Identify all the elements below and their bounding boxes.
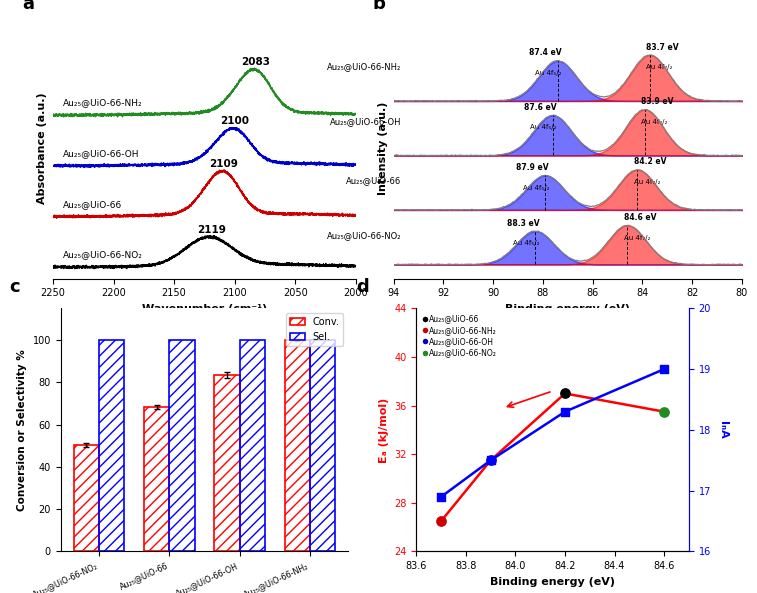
Text: Au₂₅@UiO-66-OH: Au₂₅@UiO-66-OH	[63, 149, 139, 158]
Text: Au 4f₅/₂: Au 4f₅/₂	[535, 70, 562, 76]
Text: Au 4f₅/₂: Au 4f₅/₂	[522, 184, 549, 191]
Point	[658, 407, 670, 416]
Y-axis label: Eₐ (kJ/mol): Eₐ (kJ/mol)	[378, 397, 388, 463]
Bar	[73, 445, 99, 551]
Bar	[214, 375, 239, 551]
Point	[435, 517, 447, 526]
Text: 83.7 eV: 83.7 eV	[646, 43, 679, 52]
Text: 83.9 eV: 83.9 eV	[641, 97, 674, 106]
Text: Au 4f₇/₂: Au 4f₇/₂	[641, 119, 668, 125]
Text: Au₂₅@UiO-66-NO₂: Au₂₅@UiO-66-NO₂	[63, 250, 142, 259]
Text: 87.4 eV: 87.4 eV	[529, 49, 562, 58]
Point	[559, 407, 571, 416]
Text: Au 4f₅/₂: Au 4f₅/₂	[530, 125, 556, 130]
Text: 84.6 eV: 84.6 eV	[624, 213, 656, 222]
Text: 2119: 2119	[198, 225, 226, 235]
Text: 2083: 2083	[241, 58, 269, 68]
Legend: Au₂₅@UiO-66, Au₂₅@UiO-66-NH₂, Au₂₅@UiO-66-OH, Au₂₅@UiO-66-NO₂: Au₂₅@UiO-66, Au₂₅@UiO-66-NH₂, Au₂₅@UiO-6…	[420, 312, 500, 359]
Text: Au₂₅@UiO-66-NH₂: Au₂₅@UiO-66-NH₂	[63, 98, 142, 107]
Text: Au₂₅@UiO-66: Au₂₅@UiO-66	[63, 200, 122, 209]
Text: Au₂₅@UiO-66-OH: Au₂₅@UiO-66-OH	[329, 117, 401, 126]
Point	[484, 455, 497, 465]
Text: Au₂₅@UiO-66-NH₂: Au₂₅@UiO-66-NH₂	[327, 62, 401, 71]
Point	[484, 455, 497, 465]
X-axis label: Binding energy (eV): Binding energy (eV)	[505, 304, 631, 314]
X-axis label: Binding energy (eV): Binding energy (eV)	[490, 577, 615, 586]
Y-axis label: IₙA: IₙA	[718, 421, 727, 439]
Text: 2109: 2109	[210, 159, 238, 169]
Bar	[239, 340, 265, 551]
Legend: Conv., Sel.: Conv., Sel.	[286, 313, 344, 346]
Point	[658, 364, 670, 374]
Text: Au 4f₇/₂: Au 4f₇/₂	[624, 235, 650, 241]
Bar	[170, 340, 195, 551]
Bar	[144, 407, 170, 551]
Text: 2100: 2100	[220, 116, 249, 126]
Bar	[285, 340, 310, 551]
X-axis label: Wavenumber (cm⁻¹): Wavenumber (cm⁻¹)	[142, 304, 267, 314]
Text: Au 4f₇/₂: Au 4f₇/₂	[646, 64, 672, 70]
Y-axis label: Absorbance (a.u.): Absorbance (a.u.)	[37, 93, 48, 204]
Text: Au 4f₇/₂: Au 4f₇/₂	[634, 179, 660, 185]
Text: b: b	[372, 0, 385, 12]
Text: Au 4f₅/₂: Au 4f₅/₂	[512, 240, 539, 246]
Text: Au₂₅@UiO-66-NO₂: Au₂₅@UiO-66-NO₂	[326, 232, 401, 241]
Y-axis label: Conversion or Selectivity %: Conversion or Selectivity %	[17, 349, 27, 511]
Bar	[99, 340, 124, 551]
Text: d: d	[357, 278, 369, 296]
Text: a: a	[23, 0, 35, 12]
Text: Au₂₅@UiO-66: Au₂₅@UiO-66	[346, 176, 401, 185]
Text: c: c	[9, 278, 20, 296]
Text: 87.6 eV: 87.6 eV	[524, 103, 556, 112]
Text: 84.2 eV: 84.2 eV	[634, 157, 666, 166]
Bar	[310, 340, 335, 551]
Text: 87.9 eV: 87.9 eV	[516, 163, 549, 172]
Point	[559, 389, 571, 398]
Text: 88.3 eV: 88.3 eV	[506, 219, 539, 228]
Y-axis label: Intensity (a.u.): Intensity (a.u.)	[378, 101, 388, 195]
Point	[435, 492, 447, 502]
